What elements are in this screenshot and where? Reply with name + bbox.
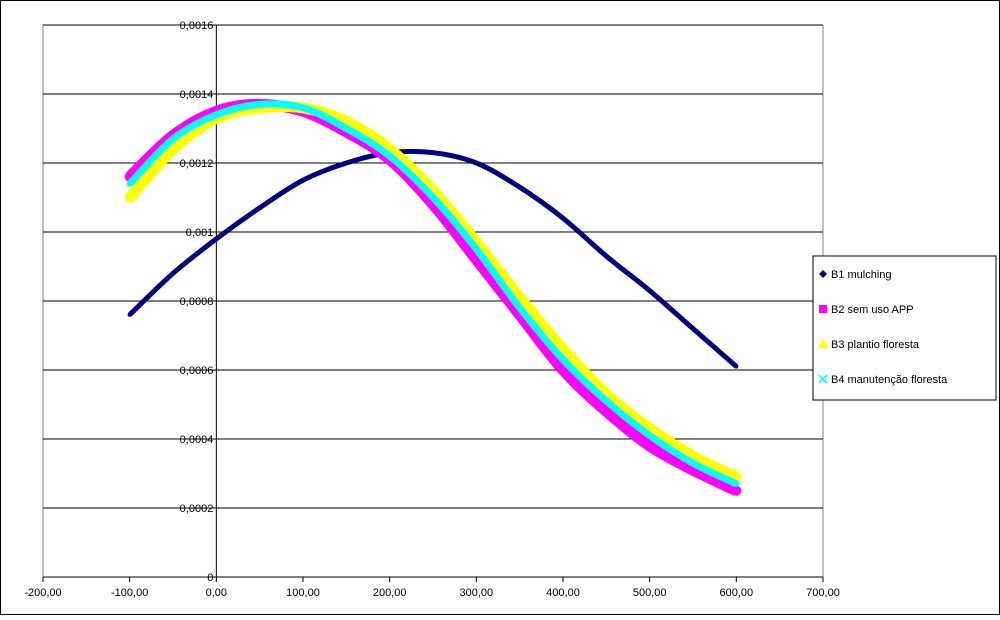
series-4-point-1 [170,135,176,142]
legend-box [812,255,997,401]
legend-marker-3 [818,339,828,348]
series-4-line [127,100,738,488]
legend-label-4: B4 manutenção floresta [831,374,948,386]
y-tick-label-2: 0,0004 [180,434,214,446]
x-tick-label-3: 100,00 [286,587,320,599]
series-1-point-10 [561,216,565,221]
y-tick-label-4: 0,0008 [180,296,214,308]
y-tick-label-0: 0 [207,572,213,584]
legend-marker-1 [819,270,827,278]
series-4-point-5 [343,125,350,132]
series-1-point-9 [517,185,522,190]
legend-marker-2 [819,305,827,313]
x-tick-label-5: 300,00 [460,587,494,599]
series-1-point-2 [214,236,219,241]
series-4-point-9 [516,304,523,311]
series-1-point-14 [734,364,739,369]
series-4-point-14 [733,480,740,487]
series-4-point-8 [473,246,480,253]
tick-labels: 0 0,0002 0,0004 0,0006 0,0008 0,001 0,0012 0,00… [24,20,839,599]
series-4-point-12 [646,432,653,439]
legend-label-1: B1 mulching [831,269,892,281]
series-4-point-4 [300,104,306,111]
y-tick-label-7: 0,0014 [180,89,214,101]
series-1-point-1 [171,271,175,276]
series-layer [124,98,742,496]
series-3-line [125,100,739,482]
y-tick-label-1: 0,0002 [180,503,214,515]
series-2-point-10 [558,365,568,375]
series-1-point-0 [127,312,132,317]
series-4-point-10 [560,356,566,363]
series-4-point-2 [213,111,220,118]
y-tick-label-8: 0,0016 [180,20,214,32]
series-1-point-8 [474,161,479,165]
y-tick-label-6: 0,0012 [180,158,214,170]
series-4 [126,100,740,488]
series-4-point-6 [386,153,393,160]
grid-lines [42,24,824,578]
series-1-point-13 [691,326,695,331]
y-tick-label-3: 0,0006 [180,365,214,377]
series-4-point-0 [126,180,133,187]
x-tick-label-9: 700,00 [806,587,840,599]
y-tick-label-5: 0,001 [186,227,214,239]
x-tick-label-4: 200,00 [373,587,407,599]
series-2-point-12 [644,440,655,451]
x-tick-label-8: 600,00 [720,587,754,599]
series-3-point-0 [124,192,135,203]
series-4-point-11 [603,398,610,405]
series-4-point-13 [690,460,696,467]
series-1-point-5 [344,161,349,165]
series-1-point-3 [257,205,262,210]
series-2-point-14 [731,485,742,496]
x-tick-label-6: 400,00 [546,587,580,599]
series-4-point-7 [430,194,436,201]
series-1-point-4 [301,178,305,183]
legend-label-2: B2 sem uso APP [831,304,914,316]
axes [42,24,824,582]
x-tick-label-7: 500,00 [633,587,667,599]
series-1-point-11 [604,254,609,259]
series-1-point-12 [647,288,652,293]
legend-label-3: B3 plantio floresta [831,339,920,351]
series-1-point-7 [431,150,435,155]
x-tick-label-0: -200,00 [24,587,61,599]
series-2-point-11 [601,406,612,417]
series-4-point-3 [256,101,263,108]
legend-marker-4 [818,374,828,384]
x-tick-label-1: -100,00 [111,587,148,599]
x-tick-label-2: 0,00 [206,587,227,599]
legend: B1 mulching B2 sem uso APP B3 plantio flor… [812,255,997,401]
series-3-point-1 [168,144,178,155]
